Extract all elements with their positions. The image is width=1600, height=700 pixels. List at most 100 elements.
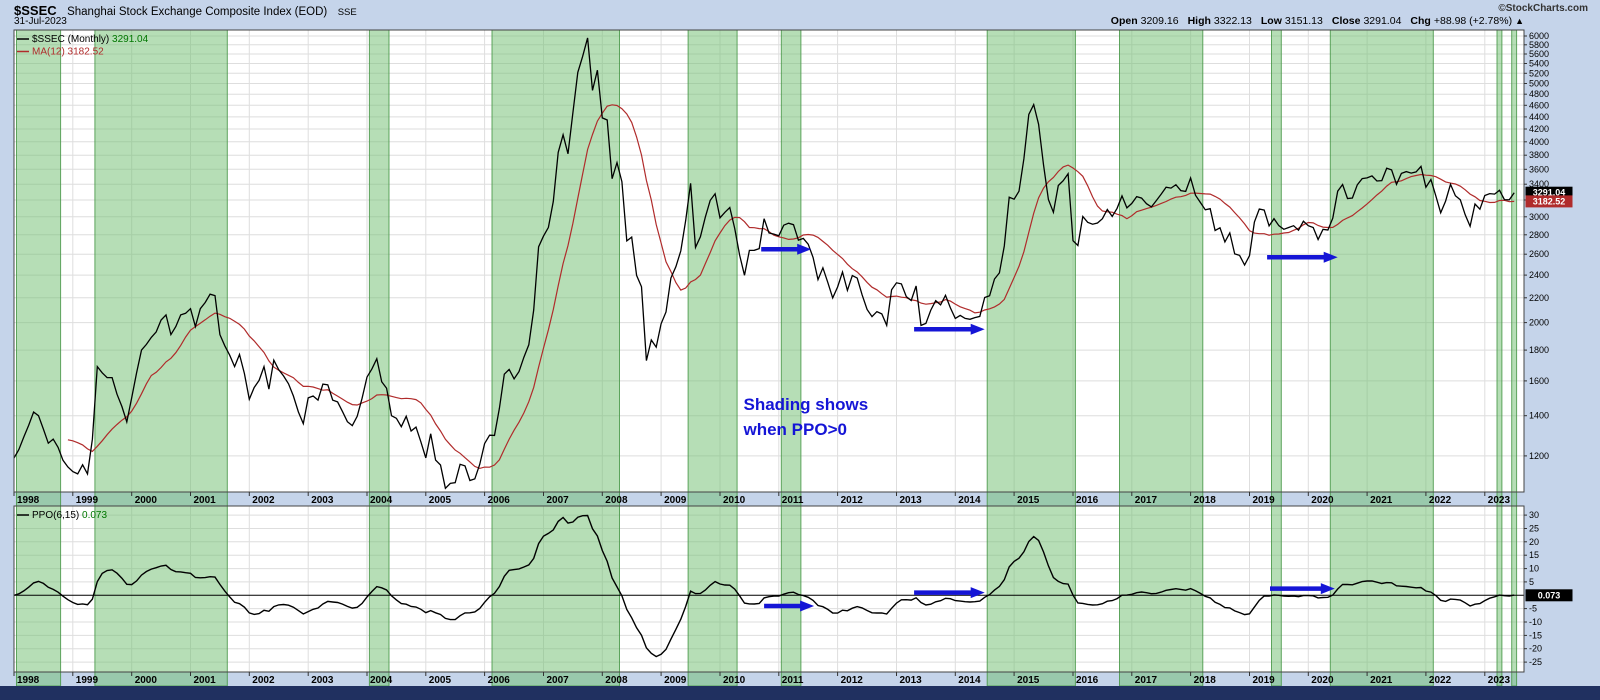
svg-text:1800: 1800 <box>1529 345 1549 355</box>
svg-text:2003: 2003 <box>311 675 334 686</box>
svg-text:-10: -10 <box>1529 617 1542 627</box>
quote-value: 3151.13 <box>1284 15 1323 27</box>
svg-text:4200: 4200 <box>1529 124 1549 134</box>
svg-text:3400: 3400 <box>1529 179 1549 189</box>
svg-text:2000: 2000 <box>1529 318 1549 328</box>
svg-text:5000: 5000 <box>1529 79 1549 89</box>
svg-text:2009: 2009 <box>664 495 687 506</box>
exchange-label: SSE <box>337 7 357 18</box>
svg-text:2012: 2012 <box>841 675 864 686</box>
quote-label: Open <box>1110 15 1138 27</box>
svg-text:2021: 2021 <box>1370 675 1393 686</box>
svg-text:2002: 2002 <box>252 495 275 506</box>
legend-main: $SSEC (Monthly) 3291.04 MA(12) 3182.52 <box>17 34 149 58</box>
svg-text:0.073: 0.073 <box>1538 590 1561 600</box>
svg-text:2009: 2009 <box>664 675 687 686</box>
chart-date: 31-Jul-2023 <box>14 16 67 27</box>
ppo-value-box: 0.073 <box>1525 589 1573 602</box>
svg-text:2200: 2200 <box>1529 293 1549 303</box>
ppo-panel-border <box>13 505 1525 673</box>
svg-text:2600: 2600 <box>1529 249 1549 259</box>
svg-text:2014: 2014 <box>958 675 981 686</box>
svg-text:3000: 3000 <box>1529 212 1549 222</box>
svg-text:4400: 4400 <box>1529 112 1549 122</box>
svg-text:1998: 1998 <box>17 495 40 506</box>
shading-band <box>94 29 228 687</box>
svg-text:-25: -25 <box>1529 657 1542 667</box>
svg-text:2008: 2008 <box>605 495 628 506</box>
svg-text:4000: 4000 <box>1529 137 1549 147</box>
svg-text:1998: 1998 <box>17 675 40 686</box>
svg-text:15: 15 <box>1529 550 1539 560</box>
svg-text:30: 30 <box>1529 510 1539 520</box>
quote-value: +88.98 (+2.78%) <box>1433 15 1513 27</box>
svg-text:PPO(6,15) 0.073: PPO(6,15) 0.073 <box>32 510 107 521</box>
svg-text:2006: 2006 <box>488 675 511 686</box>
shading-band <box>780 29 802 687</box>
svg-text:2020: 2020 <box>1311 675 1334 686</box>
svg-text:1600: 1600 <box>1529 376 1549 386</box>
svg-text:2020: 2020 <box>1311 495 1334 506</box>
quote-value: 3322.13 <box>1213 15 1252 27</box>
chart-header: $SSEC Shanghai Stock Exchange Composite … <box>14 2 357 20</box>
quote-value: 3209.16 <box>1140 15 1179 27</box>
ma-value-box: 3182.52 <box>1525 195 1573 208</box>
svg-text:2023: 2023 <box>1488 675 1511 686</box>
svg-text:6000: 6000 <box>1529 31 1549 41</box>
svg-text:2005: 2005 <box>429 495 452 506</box>
svg-text:3291.04: 3291.04 <box>1533 188 1566 198</box>
svg-text:1999: 1999 <box>76 675 99 686</box>
svg-text:2000: 2000 <box>135 675 158 686</box>
annotation-text: Shading shows when PPO>0 <box>743 395 869 439</box>
svg-text:2014: 2014 <box>958 495 981 506</box>
x-axis-labels: 1998 1998 1999 1999 2000 2000 2001 2001 2002 2002… <box>13 492 1511 686</box>
shading-band <box>687 29 738 687</box>
svg-text:4600: 4600 <box>1529 100 1549 110</box>
svg-text:2001: 2001 <box>194 495 217 506</box>
svg-text:2017: 2017 <box>1135 495 1158 506</box>
svg-text:5200: 5200 <box>1529 68 1549 78</box>
symbol: $SSEC <box>14 3 57 18</box>
legend-ppo: PPO(6,15) 0.073 <box>17 510 107 521</box>
svg-text:2017: 2017 <box>1135 675 1158 686</box>
change-up-arrow-icon: ▲ <box>1515 16 1524 26</box>
svg-text:2003: 2003 <box>311 495 334 506</box>
svg-text:2007: 2007 <box>547 495 570 506</box>
svg-text:4800: 4800 <box>1529 89 1549 99</box>
svg-text:2011: 2011 <box>782 675 804 686</box>
svg-text:2015: 2015 <box>1017 675 1040 686</box>
svg-text:5: 5 <box>1529 577 1534 587</box>
svg-text:5800: 5800 <box>1529 40 1549 50</box>
svg-text:2010: 2010 <box>723 675 746 686</box>
chart-title: Shanghai Stock Exchange Composite Index … <box>67 6 328 18</box>
svg-text:2008: 2008 <box>605 675 628 686</box>
shading-band <box>491 29 620 687</box>
svg-text:2004: 2004 <box>370 495 393 506</box>
quote-label: Close <box>1331 15 1361 27</box>
quote-label: Low <box>1260 15 1282 27</box>
shading-bands <box>16 29 1518 687</box>
svg-text:2021: 2021 <box>1370 495 1393 506</box>
svg-text:2007: 2007 <box>547 675 570 686</box>
svg-text:2022: 2022 <box>1429 675 1452 686</box>
svg-text:2005: 2005 <box>429 675 452 686</box>
svg-text:-20: -20 <box>1529 644 1542 654</box>
svg-text:2019: 2019 <box>1253 495 1276 506</box>
svg-text:3600: 3600 <box>1529 164 1549 174</box>
y-axis-ppo: -25 -20 -15 -10 -5 5 10 15 20 25 30 <box>1524 510 1542 667</box>
svg-text:$SSEC (Monthly) 3291.04: $SSEC (Monthly) 3291.04 <box>32 34 149 45</box>
svg-text:3182.52: 3182.52 <box>1533 196 1566 206</box>
bottom-frame <box>0 686 1600 700</box>
shading-band <box>1511 29 1518 687</box>
svg-text:2800: 2800 <box>1529 230 1549 240</box>
svg-text:20: 20 <box>1529 537 1539 547</box>
ma-line <box>67 104 1515 470</box>
chart-canvas: 1200 1400 1600 1800 2000 2200 2400 2600 2800 3000… <box>0 28 1600 700</box>
shading-band <box>1496 29 1503 687</box>
ppo-series <box>14 514 1515 658</box>
quote-label: Chg <box>1410 15 1431 27</box>
svg-text:2001: 2001 <box>194 675 217 686</box>
svg-text:2016: 2016 <box>1076 675 1099 686</box>
svg-text:Shading shows: Shading shows <box>744 395 869 414</box>
